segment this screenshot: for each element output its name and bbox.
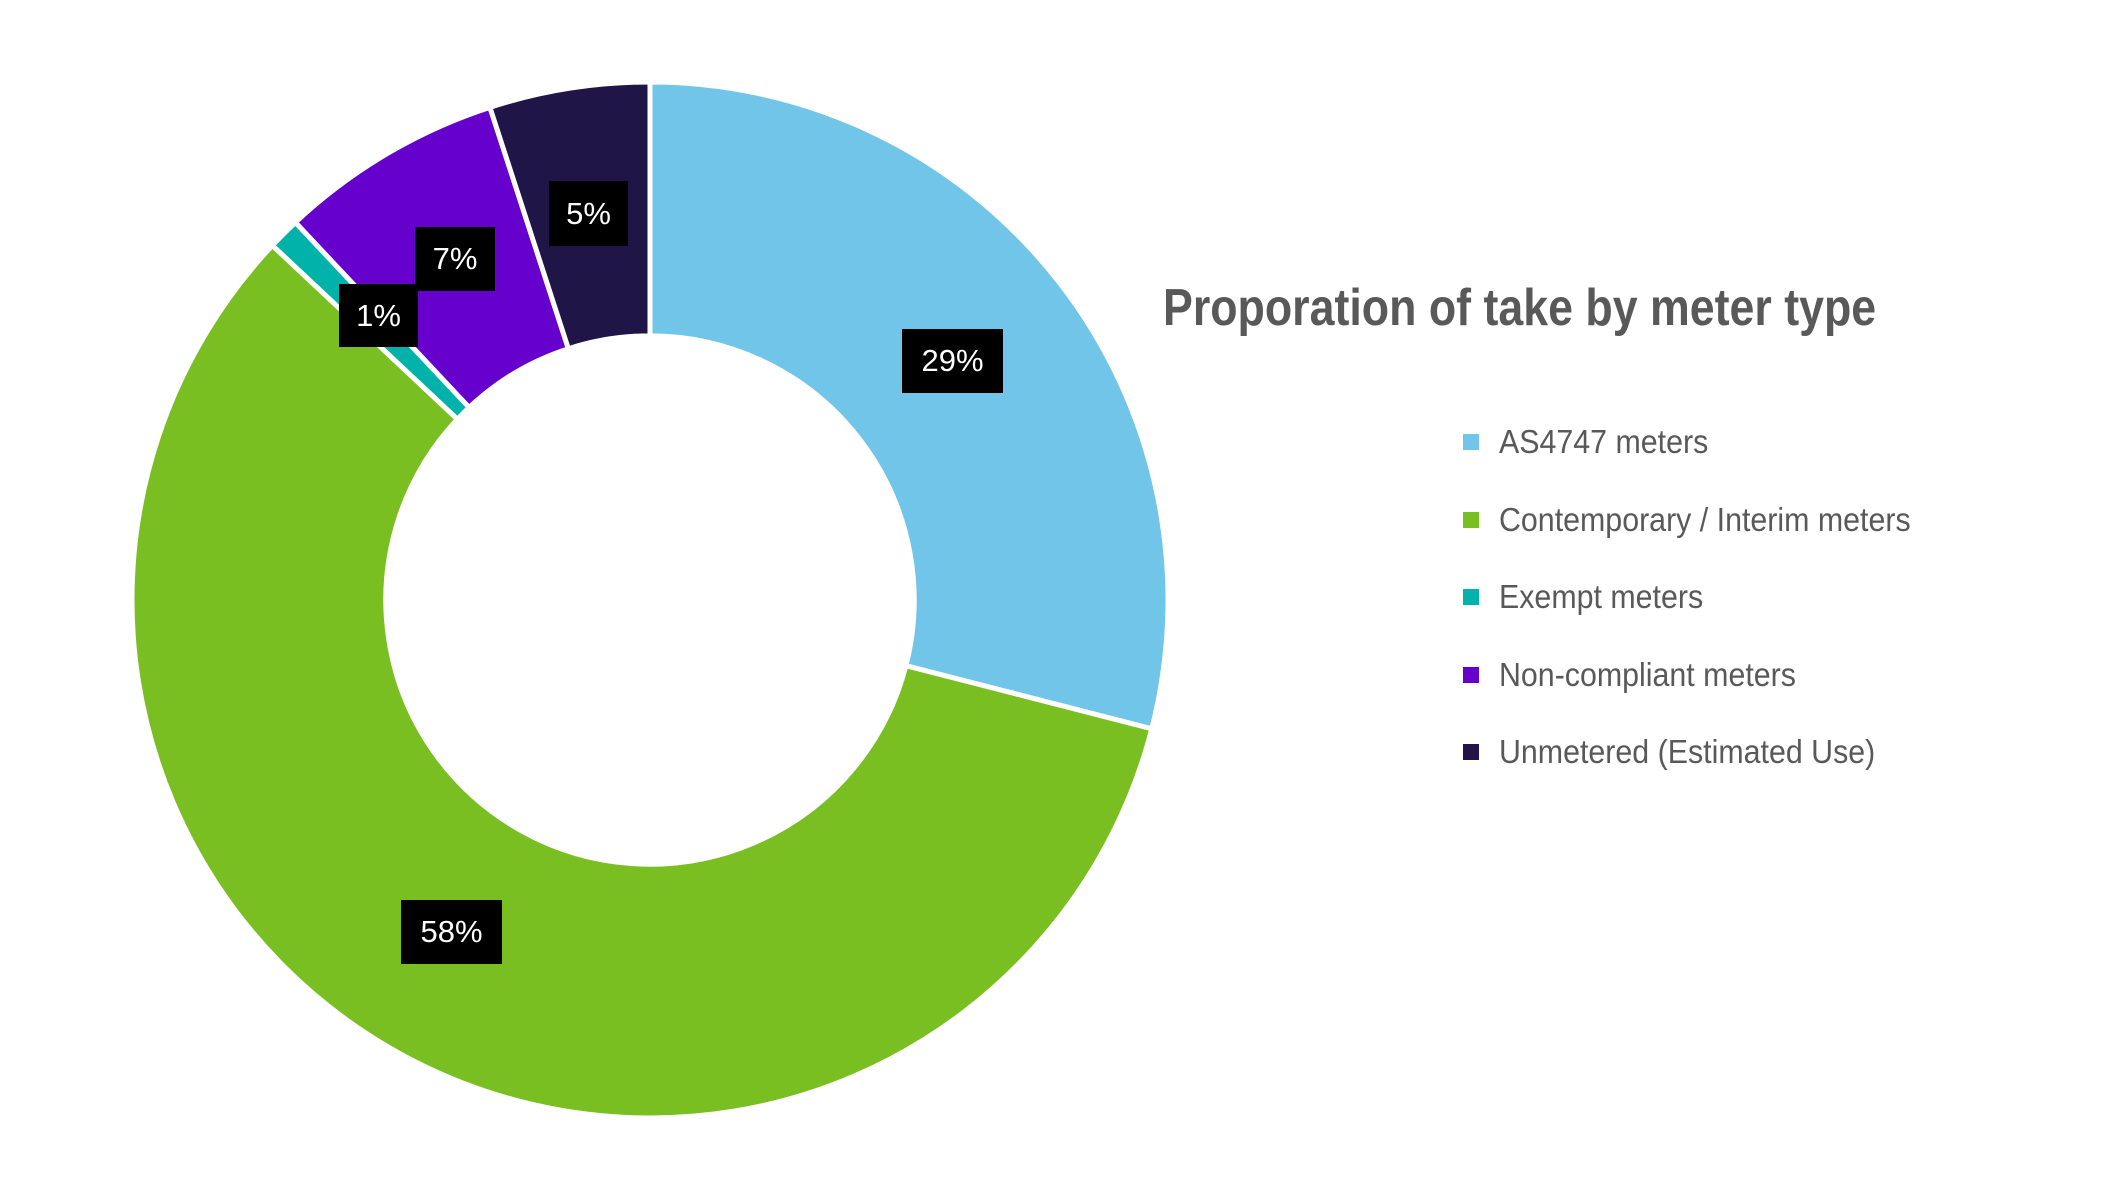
chart-legend: AS4747 meters Contemporary / Interim met… xyxy=(1463,420,1946,808)
legend-item-non-compliant: Non-compliant meters xyxy=(1463,653,1946,731)
data-label-non-compliant: 7% xyxy=(415,227,495,291)
legend-label: Contemporary / Interim meters xyxy=(1499,500,1911,538)
slice-contemporary-interim xyxy=(129,241,1155,1121)
doughnut-slices xyxy=(129,79,1171,1121)
legend-swatch-icon xyxy=(1463,589,1479,605)
legend-label: AS4747 meters xyxy=(1499,423,1709,460)
legend-item-unmetered: Unmetered (Estimated Use) xyxy=(1463,730,1946,808)
legend-item-contemporary-interim: Contemporary / Interim meters xyxy=(1463,498,1946,576)
legend-swatch-icon xyxy=(1463,666,1479,683)
chart-title: Proporation of take by meter type xyxy=(1163,279,1877,337)
legend-label: Exempt meters xyxy=(1499,578,1704,615)
legend-label: Unmetered (Estimated Use) xyxy=(1499,733,1876,770)
legend-swatch-icon xyxy=(1463,434,1479,450)
legend-label: Non-compliant meters xyxy=(1499,655,1796,693)
data-label-unmetered: 5% xyxy=(549,181,628,246)
data-label-contemporary-interim: 58% xyxy=(401,900,502,964)
legend-swatch-icon xyxy=(1463,511,1479,528)
legend-swatch-icon xyxy=(1463,744,1479,760)
data-label-exempt: 1% xyxy=(339,284,418,347)
legend-item-as4747: AS4747 meters xyxy=(1463,420,1946,498)
legend-item-exempt: Exempt meters xyxy=(1463,575,1946,653)
data-label-as4747: 29% xyxy=(902,329,1003,393)
slice-as4747 xyxy=(647,79,1171,732)
